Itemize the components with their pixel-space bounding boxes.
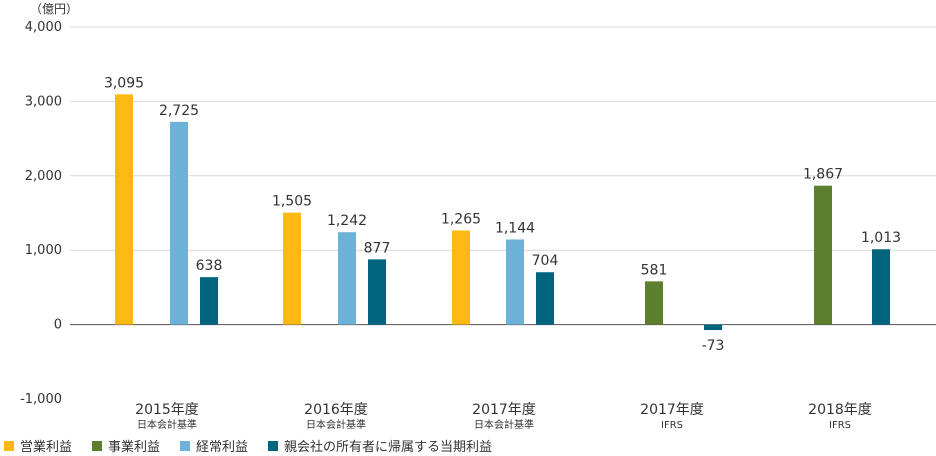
y-tick-label: 4,000	[25, 20, 62, 35]
x-group-sublabel: 日本会計基準	[137, 418, 197, 431]
y-tick-label: 1,000	[25, 243, 62, 258]
legend-item-ordinary-profit: 経常利益	[180, 436, 248, 455]
data-label: 877	[364, 240, 391, 256]
bar	[872, 249, 890, 325]
legend-item-net-profit: 親会社の所有者に帰属する当期利益	[268, 436, 492, 455]
bar	[452, 230, 470, 325]
legend-swatch	[92, 440, 103, 451]
data-label: 638	[196, 258, 223, 274]
bar	[814, 185, 832, 325]
bar	[170, 121, 188, 325]
y-tick-label: 2,000	[25, 169, 62, 184]
bar	[506, 239, 524, 325]
data-label: 1,505	[272, 194, 312, 210]
y-tick-label: -1,000	[20, 392, 62, 407]
y-tick-label: 0	[54, 318, 62, 333]
bar	[645, 281, 663, 325]
data-label: 1,867	[803, 167, 843, 183]
legend-label: 経常利益	[196, 440, 249, 455]
legend-item-business-profit: 事業利益	[92, 436, 160, 455]
data-label: -73	[702, 338, 725, 354]
legend-label: 親会社の所有者に帰属する当期利益	[284, 440, 493, 455]
legend-label: 事業利益	[108, 440, 161, 455]
bar	[536, 272, 554, 325]
legend-swatch	[268, 440, 279, 451]
unit-label: （億円）	[30, 2, 79, 16]
bar	[283, 212, 301, 325]
bar	[115, 94, 133, 325]
x-group-label: 2017年度	[640, 402, 704, 418]
bar	[338, 232, 356, 325]
x-group-sublabel: 日本会計基準	[306, 418, 366, 431]
bar	[704, 324, 722, 331]
legend: 営業利益 事業利益 経常利益 親会社の所有者に帰属する当期利益	[4, 436, 512, 455]
data-label: 2,725	[159, 103, 199, 119]
bar	[200, 277, 218, 325]
x-group-sublabel: IFRS	[829, 420, 851, 431]
data-label: 704	[532, 253, 559, 269]
x-group-label: 2017年度	[472, 402, 536, 418]
x-group-label: 2018年度	[808, 402, 872, 418]
x-group-sublabel: IFRS	[661, 420, 683, 431]
legend-swatch	[4, 440, 14, 451]
data-label: 1,265	[441, 211, 481, 227]
x-group-label: 2015年度	[135, 402, 199, 418]
data-label: 3,095	[104, 75, 144, 91]
bar	[368, 259, 386, 325]
data-label: 581	[641, 262, 668, 278]
x-group-sublabel: 日本会計基準	[474, 418, 534, 431]
data-label: 1,242	[327, 213, 367, 229]
legend-item-operating-profit: 営業利益	[4, 436, 72, 455]
legend-swatch	[180, 440, 191, 451]
y-tick-label: 3,000	[25, 94, 62, 109]
x-group-label: 2016年度	[304, 402, 368, 418]
data-label: 1,013	[861, 230, 901, 246]
data-label: 1,144	[495, 220, 535, 236]
legend-label: 営業利益	[20, 440, 73, 455]
